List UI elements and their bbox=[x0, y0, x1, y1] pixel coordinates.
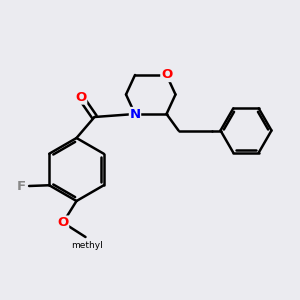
Text: O: O bbox=[75, 91, 87, 104]
Text: F: F bbox=[17, 179, 26, 193]
Text: methyl: methyl bbox=[71, 241, 103, 250]
Text: O: O bbox=[57, 216, 69, 229]
Text: N: N bbox=[129, 107, 141, 121]
Text: O: O bbox=[161, 68, 172, 82]
